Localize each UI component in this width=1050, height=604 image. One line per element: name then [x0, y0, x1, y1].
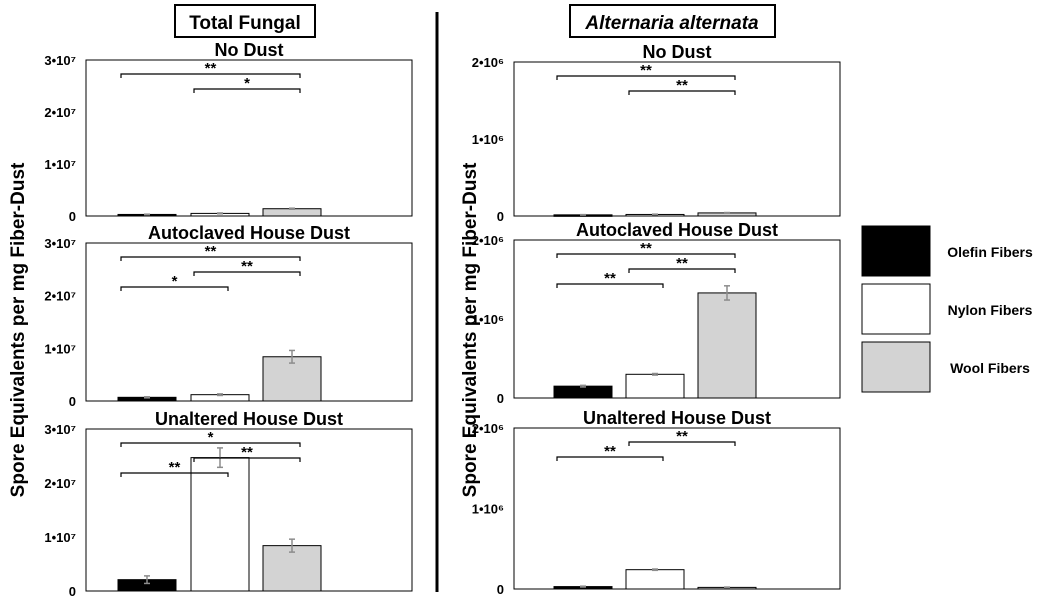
- legend-swatch: [862, 226, 930, 276]
- y-tick-label: 0: [69, 394, 76, 409]
- significance-label: **: [676, 428, 688, 445]
- significance-label: **: [604, 270, 616, 287]
- legend-swatch: [862, 342, 930, 392]
- error-bar: [724, 587, 730, 588]
- significance-label: *: [172, 273, 178, 290]
- panel-title: Unaltered House Dust: [583, 408, 771, 428]
- significance-label: **: [640, 62, 652, 79]
- plot-area: [514, 428, 840, 589]
- significance-label: **: [676, 255, 688, 272]
- y-tick-label: 1•10⁶: [472, 502, 504, 517]
- significance-label: **: [205, 60, 217, 77]
- y-axis-label-left: Spore Equivalents per mg Fiber-Dust: [8, 162, 29, 497]
- panel-2: Unaltered House Dust01•10⁷2•10⁷3•10⁷****…: [44, 409, 412, 599]
- significance-label: *: [244, 75, 250, 92]
- significance-label: **: [640, 240, 652, 257]
- y-tick-label: 1•10⁷: [44, 341, 76, 356]
- group-title-text: Alternaria alternata: [584, 13, 759, 34]
- significance-label: **: [241, 258, 253, 275]
- y-tick-label: 0: [497, 582, 504, 597]
- bar-olefin-fibers: [554, 386, 612, 398]
- panel-title: Unaltered House Dust: [155, 409, 343, 429]
- bar-nylon-fibers: [191, 458, 249, 591]
- panel-title: No Dust: [215, 40, 284, 60]
- y-tick-label: 2•10⁷: [44, 476, 76, 491]
- y-axis-label-right: Spore Equivalents per mg Fiber-Dust: [460, 162, 481, 497]
- y-tick-label: 0: [69, 209, 76, 224]
- legend-label: Wool Fibers: [950, 360, 1030, 376]
- error-bar: [144, 397, 150, 398]
- error-bar: [652, 569, 658, 570]
- y-tick-label: 1•10⁷: [44, 530, 76, 545]
- y-tick-label: 0: [69, 584, 76, 599]
- y-tick-label: 1•10⁶: [472, 132, 504, 147]
- legend-item: Olefin Fibers: [862, 226, 1033, 276]
- group-title-alternaria: Alternaria alternata: [570, 5, 775, 37]
- y-tick-label: 3•10⁷: [44, 236, 76, 251]
- y-tick-label: 3•10⁷: [44, 422, 76, 437]
- y-tick-label: 2•10⁷: [44, 289, 76, 304]
- y-tick-label: 3•10⁷: [44, 53, 76, 68]
- error-bar: [217, 213, 223, 214]
- y-tick-label: 2•10⁶: [472, 233, 504, 248]
- y-tick-label: 1•10⁷: [44, 157, 76, 172]
- error-bar: [724, 213, 730, 214]
- y-tick-label: 0: [497, 209, 504, 224]
- y-tick-label: 2•10⁷: [44, 105, 76, 120]
- error-bar: [652, 214, 658, 215]
- panel-title: Autoclaved House Dust: [148, 223, 350, 243]
- panel-3: No Dust 0 1•10⁶ 2•10⁶ ** **: [472, 42, 840, 224]
- error-bar: [144, 214, 150, 215]
- error-bar: [289, 208, 295, 209]
- legend-label: Nylon Fibers: [948, 302, 1033, 318]
- bar-nylon-fibers: [626, 570, 684, 589]
- panel-4: Autoclaved House Dust 0 1•10⁶ 2•10⁶ ** ** **: [472, 220, 840, 406]
- y-tick-label: 2•10⁶: [472, 55, 504, 70]
- significance-label: **: [604, 443, 616, 460]
- panel-5: Unaltered House Dust 0 1•10⁶ 2•10⁶ ** **: [472, 408, 840, 597]
- panel-title: Autoclaved House Dust: [576, 220, 778, 240]
- panel-1: Autoclaved House Dust01•10⁷2•10⁷3•10⁷***…: [44, 223, 412, 409]
- legend-item: Wool Fibers: [862, 342, 1030, 392]
- legend-item: Nylon Fibers: [862, 284, 1033, 334]
- bar-nylon-fibers: [626, 374, 684, 398]
- significance-label: **: [676, 77, 688, 94]
- legend-label: Olefin Fibers: [947, 244, 1033, 260]
- significance-label: *: [208, 429, 214, 446]
- legend-swatch: [862, 284, 930, 334]
- y-tick-label: 0: [497, 391, 504, 406]
- y-tick-label: 1•10⁶: [472, 312, 504, 327]
- legend: Olefin Fibers Nylon Fibers Wool Fibers: [862, 226, 1033, 392]
- significance-label: **: [205, 243, 217, 260]
- significance-label: **: [241, 444, 253, 461]
- panel-title: No Dust: [643, 42, 712, 62]
- y-tick-label: 2•10⁶: [472, 421, 504, 436]
- error-bar: [580, 586, 586, 587]
- group-title-total-fungal: Total Fungal: [175, 5, 315, 37]
- significance-label: **: [169, 459, 181, 476]
- bar-wool-fibers: [698, 293, 756, 398]
- group-title-text: Total Fungal: [189, 13, 301, 34]
